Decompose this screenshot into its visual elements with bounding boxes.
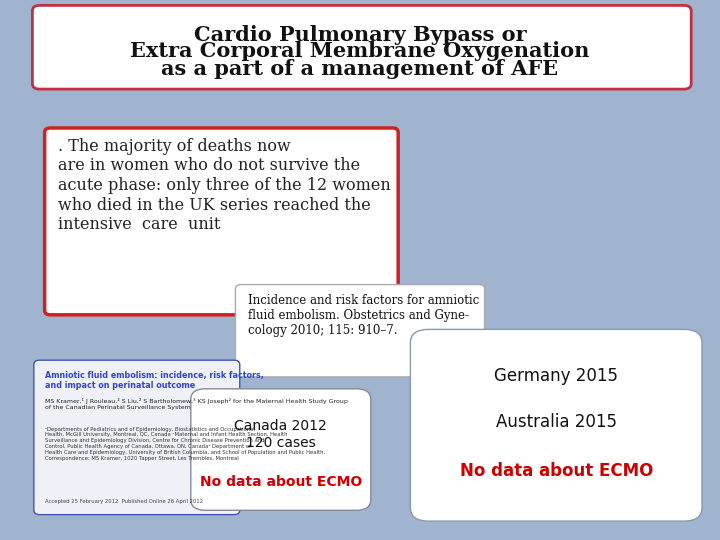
Text: Amniotic fluid embolism: incidence, risk factors,
and impact on perinatal outcom: Amniotic fluid embolism: incidence, risk… [45,371,264,390]
Text: No data about ECMO: No data about ECMO [199,475,362,489]
Text: Germany 2015: Germany 2015 [494,367,618,385]
Text: MS Kramer,¹ J Rouleau,² S Liu,² S Bartholomew,³ KS Joseph² for the Maternal Heal: MS Kramer,¹ J Rouleau,² S Liu,² S Bartho… [45,398,348,410]
Text: Canada 2012
120 cases: Canada 2012 120 cases [235,420,327,450]
FancyBboxPatch shape [32,5,691,89]
FancyBboxPatch shape [410,329,702,521]
Text: . The majority of deaths now
are in women who do not survive the
acute phase: on: . The majority of deaths now are in wome… [58,138,390,233]
Text: ¹Departments of Pediatrics and of Epidemiology, Biostatistics and Occupational
H: ¹Departments of Pediatrics and of Epidem… [45,427,325,461]
FancyBboxPatch shape [45,128,398,315]
Text: Incidence and risk factors for amniotic
fluid embolism. Obstetrics and Gyne-
col: Incidence and risk factors for amniotic … [248,294,480,338]
Text: Accepted 25 February 2012  Published Online 26 April 2012: Accepted 25 February 2012 Published Onli… [45,499,204,504]
Text: as a part of a management of AFE: as a part of a management of AFE [161,58,559,79]
FancyBboxPatch shape [191,389,371,510]
FancyBboxPatch shape [235,285,485,377]
Text: No data about ECMO: No data about ECMO [459,462,653,481]
FancyBboxPatch shape [34,360,240,515]
Text: Extra Corporal Membrane Oxygenation: Extra Corporal Membrane Oxygenation [130,41,590,62]
Text: Australia 2015: Australia 2015 [495,413,617,431]
Text: Cardio Pulmonary Bypass or: Cardio Pulmonary Bypass or [194,25,526,45]
